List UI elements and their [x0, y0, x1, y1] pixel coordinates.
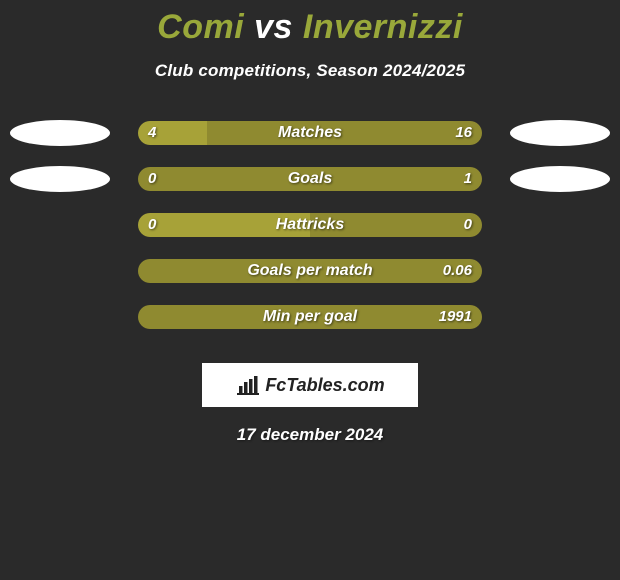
vs-text: vs: [254, 8, 293, 46]
bar-right-segment: [207, 121, 482, 145]
player1-oval: [10, 166, 110, 192]
page-title: Comi vs Invernizzi: [157, 8, 463, 47]
bar-right-segment: [138, 167, 482, 191]
stat-bar: 416Matches: [138, 121, 482, 145]
left-value: 0: [148, 213, 156, 237]
subtitle: Club competitions, Season 2024/2025: [155, 61, 465, 81]
player2-oval: [510, 120, 610, 146]
bar-right-segment: [138, 305, 482, 329]
stat-row: 416Matches: [0, 121, 620, 145]
bar-left-segment: [138, 213, 310, 237]
left-value: 0: [148, 167, 156, 191]
stat-bar: 01Goals: [138, 167, 482, 191]
stat-row: 0.06Goals per match: [0, 259, 620, 283]
right-value: 16: [455, 121, 472, 145]
bar-right-segment: [310, 213, 482, 237]
player1-name: Comi: [157, 8, 244, 46]
comparison-chart: 416Matches01Goals00Hattricks0.06Goals pe…: [0, 121, 620, 351]
bar-chart-icon: [235, 374, 261, 396]
stat-bar: 00Hattricks: [138, 213, 482, 237]
stat-row: 1991Min per goal: [0, 305, 620, 329]
date-text: 17 december 2024: [237, 425, 384, 445]
left-value: 4: [148, 121, 156, 145]
stat-row: 01Goals: [0, 167, 620, 191]
right-value: 0.06: [443, 259, 472, 283]
right-value: 1: [464, 167, 472, 191]
bar-right-segment: [138, 259, 482, 283]
player2-name: Invernizzi: [303, 8, 463, 46]
brand-box: FcTables.com: [202, 363, 418, 407]
stat-bar: 1991Min per goal: [138, 305, 482, 329]
brand-text: FcTables.com: [265, 375, 384, 396]
right-value: 1991: [439, 305, 472, 329]
stat-row: 00Hattricks: [0, 213, 620, 237]
player2-oval: [510, 166, 610, 192]
stat-bar: 0.06Goals per match: [138, 259, 482, 283]
player1-oval: [10, 120, 110, 146]
right-value: 0: [464, 213, 472, 237]
